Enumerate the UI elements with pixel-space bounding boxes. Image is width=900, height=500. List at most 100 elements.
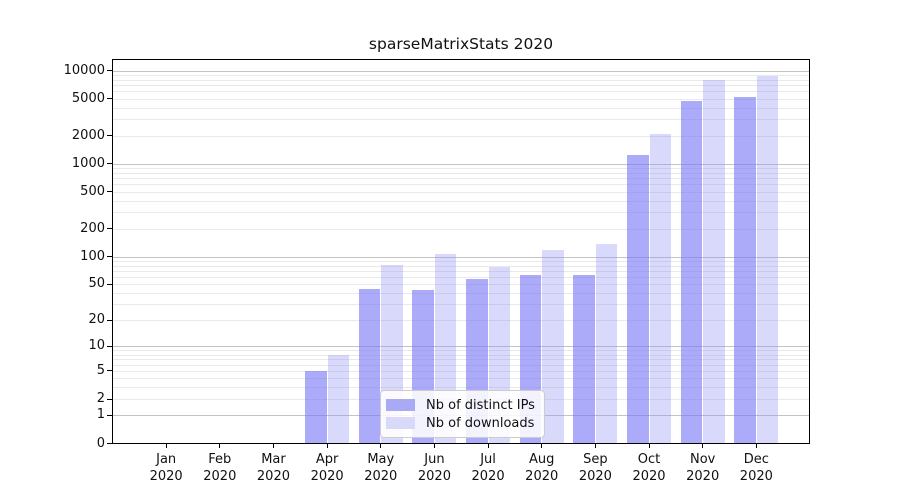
y-tick-label: 500 bbox=[80, 183, 105, 199]
minor-gridline bbox=[113, 265, 809, 267]
minor-gridline bbox=[113, 320, 809, 322]
y-tick-label: 100 bbox=[80, 248, 105, 264]
y-tick-label: 10000 bbox=[63, 62, 105, 78]
x-tick-label: Dec 2020 bbox=[739, 452, 773, 484]
bar-distinct-ips-dec bbox=[734, 97, 756, 444]
y-tick-mark bbox=[107, 414, 112, 416]
legend-label-distinct-ips: Nb of distinct IPs bbox=[426, 397, 535, 413]
major-gridline bbox=[113, 70, 809, 72]
x-tick-mark bbox=[380, 444, 382, 448]
x-tick-label: Mar 2020 bbox=[256, 452, 290, 484]
x-tick-mark bbox=[326, 444, 328, 448]
x-tick-mark bbox=[755, 444, 757, 448]
x-tick-mark bbox=[648, 444, 650, 448]
y-tick-label: 200 bbox=[80, 220, 105, 236]
minor-gridline bbox=[113, 91, 809, 93]
y-tick-mark bbox=[107, 319, 112, 321]
bar-downloads-apr bbox=[327, 354, 350, 444]
minor-gridline bbox=[113, 184, 809, 186]
minor-gridline bbox=[113, 135, 809, 137]
minor-gridline bbox=[113, 277, 809, 279]
bar-distinct-ips-apr bbox=[305, 370, 327, 444]
y-tick-label: 20 bbox=[88, 312, 105, 328]
legend-item-downloads: Nb of downloads bbox=[386, 414, 535, 432]
y-tick-mark bbox=[107, 163, 112, 165]
minor-gridline bbox=[113, 212, 809, 214]
minor-gridline bbox=[113, 364, 809, 366]
bar-downloads-aug bbox=[542, 250, 564, 444]
x-tick-label: Jan 2020 bbox=[149, 452, 183, 484]
x-tick-label: Oct 2020 bbox=[632, 452, 666, 484]
y-tick-label: 5 bbox=[96, 362, 105, 378]
x-tick-mark bbox=[541, 444, 543, 448]
x-tick-label: May 2020 bbox=[364, 452, 398, 484]
x-tick-label: Sep 2020 bbox=[578, 452, 612, 484]
minor-gridline bbox=[113, 79, 809, 81]
bar-distinct-ips-may bbox=[358, 289, 381, 444]
y-tick-mark bbox=[107, 228, 112, 230]
minor-gridline bbox=[113, 387, 809, 389]
minor-gridline bbox=[113, 85, 809, 87]
minor-gridline bbox=[113, 119, 809, 121]
y-tick-mark bbox=[107, 398, 112, 400]
y-tick-mark bbox=[107, 283, 112, 285]
y-tick-mark bbox=[107, 370, 112, 372]
x-tick-label: Nov 2020 bbox=[686, 452, 720, 484]
minor-gridline bbox=[113, 228, 809, 230]
major-gridline bbox=[113, 256, 809, 258]
y-tick-mark bbox=[107, 191, 112, 193]
x-tick-label: Jun 2020 bbox=[417, 452, 451, 484]
y-tick-mark bbox=[107, 70, 112, 72]
bar-downloads-nov bbox=[703, 79, 725, 444]
y-tick-label: 1000 bbox=[71, 155, 105, 171]
plot-border bbox=[112, 59, 810, 444]
minor-gridline bbox=[113, 354, 809, 356]
x-tick-mark bbox=[594, 444, 596, 448]
y-tick-mark bbox=[107, 98, 112, 100]
x-tick-mark bbox=[702, 444, 704, 448]
x-tick-label: Apr 2020 bbox=[310, 452, 344, 484]
y-tick-mark bbox=[107, 345, 112, 347]
y-tick-mark bbox=[107, 256, 112, 258]
legend-item-distinct-ips: Nb of distinct IPs bbox=[386, 396, 535, 414]
legend-swatch-distinct-ips bbox=[386, 399, 415, 411]
chart-title: sparseMatrixStats 2020 bbox=[368, 35, 554, 53]
y-tick-mark bbox=[107, 443, 112, 444]
minor-gridline bbox=[113, 74, 809, 76]
x-tick-mark bbox=[272, 444, 274, 448]
minor-gridline bbox=[113, 98, 809, 100]
minor-gridline bbox=[113, 270, 809, 272]
x-tick-label: Aug 2020 bbox=[525, 452, 559, 484]
x-tick-mark bbox=[433, 444, 435, 448]
x-tick-mark bbox=[219, 444, 221, 448]
minor-gridline bbox=[113, 378, 809, 380]
bar-downloads-oct bbox=[649, 133, 672, 444]
bar-downloads-dec bbox=[756, 76, 779, 444]
y-tick-label: 50 bbox=[88, 276, 105, 292]
y-tick-label: 10 bbox=[88, 338, 105, 354]
bar-distinct-ips-sep bbox=[573, 275, 595, 444]
minor-gridline bbox=[113, 168, 809, 170]
legend-label-downloads: Nb of downloads bbox=[426, 415, 535, 431]
bar-distinct-ips-nov bbox=[680, 100, 703, 444]
minor-gridline bbox=[113, 260, 809, 262]
major-gridline bbox=[113, 346, 809, 348]
y-tick-mark bbox=[107, 135, 112, 137]
minor-gridline bbox=[113, 178, 809, 180]
bar-distinct-ips-oct bbox=[627, 154, 649, 444]
minor-gridline bbox=[113, 107, 809, 109]
y-tick-label: 1 bbox=[96, 407, 105, 423]
minor-gridline bbox=[113, 172, 809, 174]
minor-gridline bbox=[113, 200, 809, 202]
minor-gridline bbox=[113, 191, 809, 193]
y-tick-label: 2 bbox=[96, 391, 105, 407]
x-tick-mark bbox=[165, 444, 167, 448]
y-tick-label: 5000 bbox=[71, 90, 105, 106]
y-tick-label: 2000 bbox=[71, 127, 105, 143]
x-tick-label: Jul 2020 bbox=[471, 452, 505, 484]
major-gridline bbox=[113, 163, 809, 165]
minor-gridline bbox=[113, 370, 809, 372]
x-tick-mark bbox=[487, 444, 489, 448]
legend: Nb of distinct IPs Nb of downloads bbox=[380, 390, 545, 438]
